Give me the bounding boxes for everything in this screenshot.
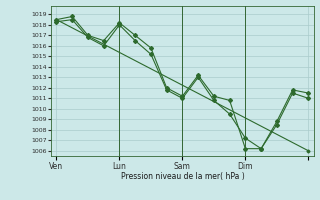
X-axis label: Pression niveau de la mer( hPa ): Pression niveau de la mer( hPa ) — [121, 172, 244, 181]
